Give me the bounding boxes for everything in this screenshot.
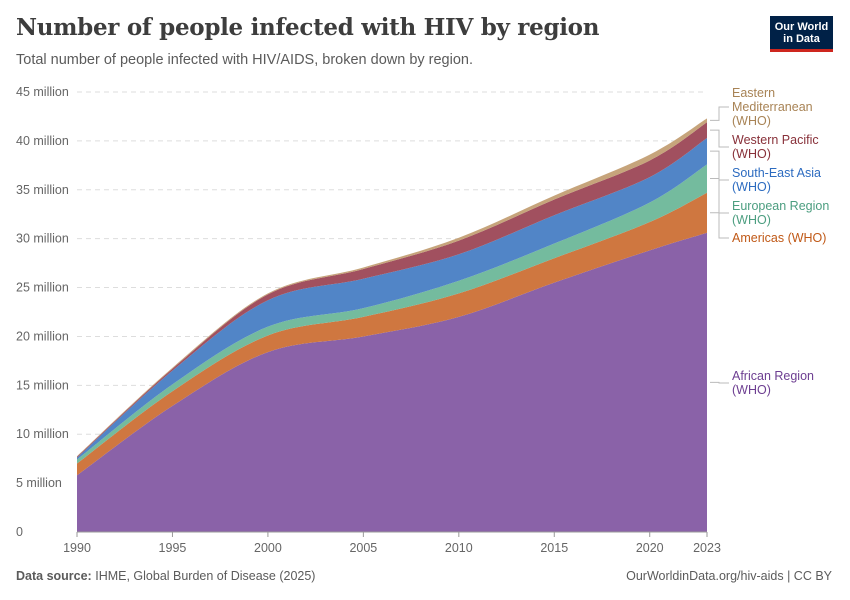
footer-link[interactable]: OurWorldinData.org/hiv-aids | CC BY [626, 569, 832, 583]
source-text: IHME, Global Burden of Disease (2025) [95, 569, 316, 583]
connector-line [710, 212, 729, 239]
y-tick-label: 30 million [16, 232, 69, 246]
connector-line [710, 381, 729, 384]
label-line: Mediterranean [732, 100, 813, 114]
connector-line [710, 129, 729, 148]
label-line: (WHO) [732, 114, 771, 128]
connector-line [710, 150, 729, 181]
area-americas-who [77, 192, 707, 476]
y-tick-label: 0 [16, 525, 23, 539]
area-western-pacific-who [77, 122, 707, 458]
label-line: South-East Asia [732, 166, 821, 180]
x-tick-label: 1990 [63, 541, 91, 555]
x-tick-label: 2010 [445, 541, 473, 555]
owid-logo[interactable]: Our World in Data [770, 16, 833, 52]
label-line: (WHO) [732, 383, 771, 397]
x-tick-label: 2005 [349, 541, 377, 555]
y-tick-label: 45 million [16, 85, 69, 99]
label-line: African Region [732, 369, 814, 383]
chart-title: Number of people infected with HIV by re… [16, 14, 600, 41]
area-south-east-asia-who [77, 137, 707, 460]
connector-line [710, 178, 729, 214]
y-tick-label: 35 million [16, 183, 69, 197]
x-tick-label: 1995 [159, 541, 187, 555]
y-tick-label: 5 million [16, 476, 62, 490]
connector-line [710, 106, 729, 121]
label-americas[interactable]: Americas (WHO) [732, 231, 826, 245]
source-label: Data source: [16, 569, 92, 583]
area-african-region-who [77, 232, 707, 533]
label-line: Western Pacific [732, 133, 819, 147]
y-tick-label: 20 million [16, 329, 69, 343]
label-line: Eastern [732, 86, 776, 100]
label-line: European Region [732, 199, 830, 213]
label-line: (WHO) [732, 180, 771, 194]
x-tick-label: 2000 [254, 541, 282, 555]
x-tick-label: 2023 [693, 541, 721, 555]
chart-subtitle: Total number of people infected with HIV… [16, 52, 474, 68]
data-source: Data source: IHME, Global Burden of Dise… [16, 569, 315, 583]
label-line: (WHO) [732, 147, 771, 161]
label-line: Americas (WHO) [732, 231, 827, 245]
x-tick-label: 2015 [540, 541, 568, 555]
label-eastern-mediterranean[interactable]: Eastern Mediterranean (WHO) [732, 86, 813, 128]
y-tick-label: 25 million [16, 281, 69, 295]
y-tick-label: 15 million [16, 378, 69, 392]
label-european-region[interactable]: European Region (WHO) [732, 199, 829, 227]
label-african-region[interactable]: African Region (WHO) [732, 369, 814, 397]
y-tick-label: 40 million [16, 134, 69, 148]
label-line: (WHO) [732, 213, 771, 227]
y-tick-label: 10 million [16, 427, 69, 441]
x-tick-label: 2020 [636, 541, 664, 555]
label-south-east-asia[interactable]: South-East Asia (WHO) [732, 166, 821, 194]
label-western-pacific[interactable]: Western Pacific (WHO) [732, 133, 819, 161]
